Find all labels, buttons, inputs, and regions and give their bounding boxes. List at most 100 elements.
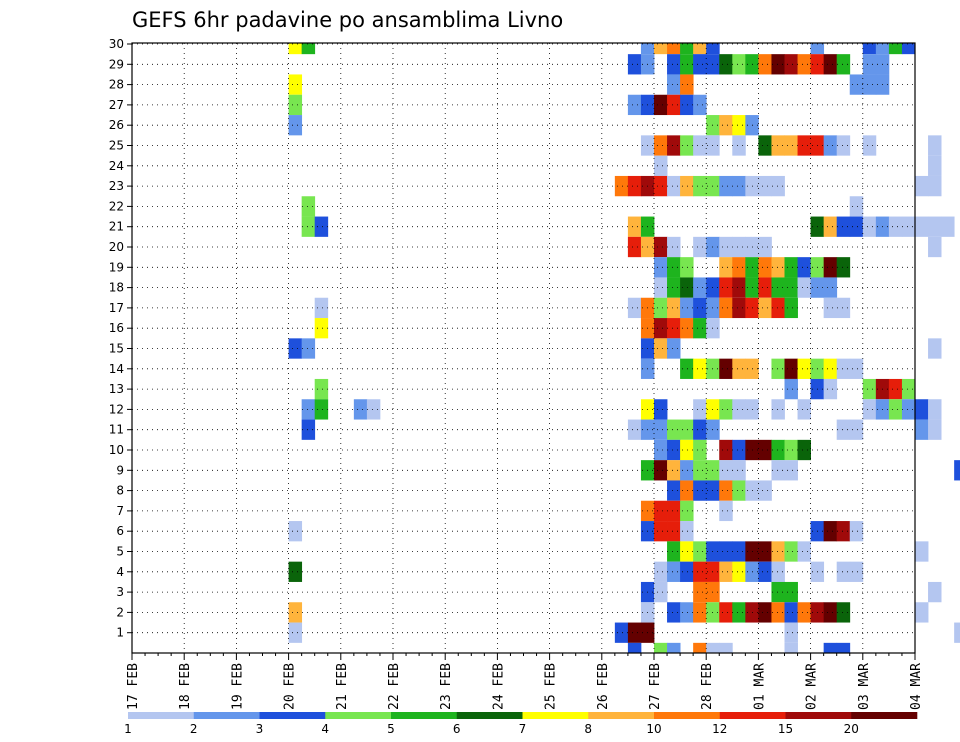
- precip-cell: [901, 216, 916, 237]
- precip-cell: [771, 439, 785, 461]
- precip-cell: [654, 338, 668, 359]
- precip-cell: [654, 581, 668, 603]
- precip-cell: [836, 642, 851, 653]
- precip-cell: [680, 602, 694, 623]
- precip-cell: [640, 43, 655, 55]
- precip-cell: [719, 460, 733, 481]
- precip-cell: [732, 297, 746, 319]
- y-tick-label: 2: [116, 605, 124, 619]
- precip-cell: [797, 277, 811, 298]
- precip-cell: [823, 257, 838, 278]
- x-tick-label: 23 FEB: [439, 663, 454, 710]
- precip-cell: [288, 115, 303, 136]
- precip-cell: [680, 318, 694, 339]
- precip-cell: [771, 561, 785, 582]
- precip-cell: [732, 54, 746, 75]
- precip-cell: [901, 378, 916, 400]
- precip-cell: [288, 521, 303, 542]
- legend-label: 20: [844, 722, 859, 736]
- precip-cell: [314, 297, 329, 319]
- gridlines: [132, 43, 915, 653]
- precip-cell: [849, 358, 864, 379]
- precip-cell: [680, 94, 694, 116]
- precip-cell: [862, 399, 877, 420]
- x-tick-label: 04 MAR: [909, 663, 924, 710]
- precip-cell: [654, 94, 668, 116]
- precip-cell: [732, 175, 746, 197]
- x-tick-label: 24 FEB: [491, 663, 506, 710]
- legend-label: 10: [646, 722, 661, 736]
- precip-cell: [797, 54, 811, 75]
- precip-cell: [784, 541, 798, 562]
- precip-cell: [654, 175, 668, 197]
- precip-cell: [928, 175, 942, 197]
- precip-cell: [771, 581, 785, 603]
- precip-cell: [771, 135, 785, 156]
- precip-cell: [823, 602, 838, 623]
- precip-cell: [954, 622, 960, 643]
- precip-cell: [836, 602, 851, 623]
- y-axis: 1234567891011121314151617181920212223242…: [109, 37, 132, 640]
- precip-cell: [314, 399, 329, 420]
- legend-label: 6: [453, 722, 461, 736]
- precip-cell: [784, 642, 798, 653]
- precip-cell: [928, 399, 942, 420]
- precip-cell: [823, 277, 838, 298]
- precip-cell: [719, 439, 733, 461]
- precip-cell: [654, 155, 668, 176]
- precip-cell: [627, 297, 642, 319]
- precip-cell: [823, 378, 838, 400]
- precip-cell: [719, 297, 733, 319]
- precip-cell: [732, 358, 746, 379]
- precip-cell: [654, 419, 668, 440]
- precip-cell: [680, 460, 694, 481]
- precip-cell: [627, 54, 642, 75]
- y-tick-label: 27: [109, 98, 124, 112]
- precip-cell: [836, 216, 851, 237]
- precip-cell: [915, 399, 929, 420]
- precip-cell: [771, 175, 785, 197]
- data-cells: [288, 43, 960, 653]
- precip-cell: [719, 602, 733, 623]
- precip-cell: [758, 236, 772, 258]
- precip-cell: [719, 54, 733, 75]
- y-tick-label: 3: [116, 585, 124, 599]
- legend-swatch: [128, 712, 195, 719]
- legend-label: 12: [712, 722, 727, 736]
- precip-cell: [758, 480, 772, 501]
- x-tick-label: 28 FEB: [700, 663, 715, 710]
- precip-cell: [823, 521, 838, 542]
- precip-cell: [836, 257, 851, 278]
- precip-cell: [667, 297, 681, 319]
- precip-cell: [915, 541, 929, 562]
- precip-cell: [797, 439, 811, 461]
- plot-frame: [131, 42, 916, 654]
- precip-cell: [654, 135, 668, 156]
- precip-cell: [823, 135, 838, 156]
- x-tick-label: 20 FEB: [283, 663, 298, 710]
- precip-cell: [823, 297, 838, 319]
- precip-cell: [719, 257, 733, 278]
- precip-cell: [888, 378, 903, 400]
- precip-cell: [353, 399, 368, 420]
- precip-cell: [758, 277, 772, 298]
- precip-cell: [836, 561, 851, 582]
- precip-cell: [928, 236, 942, 258]
- precip-cell: [771, 277, 785, 298]
- x-tick-label: 02 MAR: [805, 663, 820, 710]
- precip-cell: [719, 399, 733, 420]
- precip-cell: [928, 155, 942, 176]
- precip-cell: [680, 541, 694, 562]
- precip-cell: [667, 54, 681, 75]
- precip-cell: [627, 216, 642, 237]
- precip-cell: [758, 297, 772, 319]
- legend-swatch: [719, 712, 786, 719]
- y-tick-label: 8: [116, 484, 124, 498]
- precip-cell: [654, 43, 668, 55]
- y-tick-label: 15: [109, 342, 124, 356]
- precip-cell: [680, 54, 694, 75]
- precip-cell: [627, 94, 642, 116]
- precip-cell: [680, 358, 694, 379]
- precip-cell: [732, 277, 746, 298]
